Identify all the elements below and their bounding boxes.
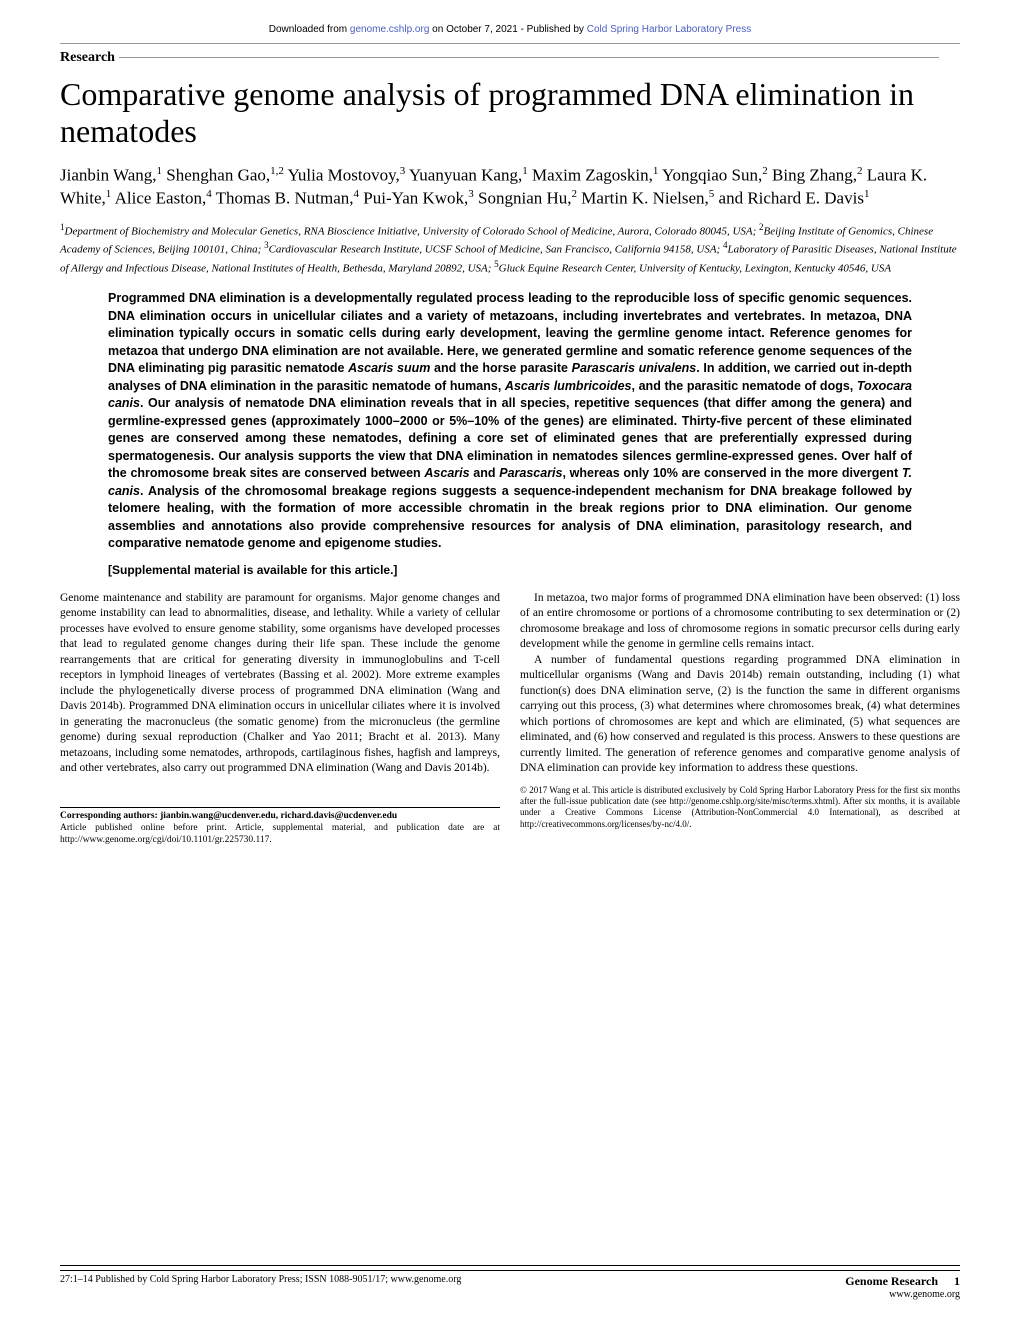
page-number: 1 <box>954 1274 960 1288</box>
footer-left: 27:1–14 Published by Cold Spring Harbor … <box>60 1274 461 1300</box>
abstract: Programmed DNA elimination is a developm… <box>108 290 912 553</box>
section-label: Research <box>60 43 960 66</box>
affiliations: 1Department of Biochemistry and Molecula… <box>60 221 960 277</box>
footer-right: Genome Research 1 www.genome.org <box>845 1274 960 1300</box>
page-footer: 27:1–14 Published by Cold Spring Harbor … <box>60 1270 960 1300</box>
supplemental-note: [Supplemental material is available for … <box>108 563 912 577</box>
body-p3: A number of fundamental questions regard… <box>520 653 960 777</box>
download-bar: Downloaded from genome.cshlp.org on Octo… <box>60 24 960 35</box>
journal-url: www.genome.org <box>889 1289 960 1300</box>
corresponding-block: Corresponding authors: jianbin.wang@ucde… <box>60 807 500 847</box>
author-list: Jianbin Wang,1 Shenghan Gao,1,2 Yulia Mo… <box>60 164 960 211</box>
corresponding-label: Corresponding authors: <box>60 811 160 821</box>
genome-link[interactable]: genome.cshlp.org <box>350 24 430 35</box>
journal-brand: Genome Research <box>845 1274 938 1288</box>
corresponding-emails: jianbin.wang@ucdenver.edu, richard.davis… <box>160 811 397 821</box>
download-mid: on October 7, 2021 - Published by <box>429 24 586 35</box>
article-title: Comparative genome analysis of programme… <box>60 76 960 150</box>
corresponding-note: Article published online before print. A… <box>60 823 500 845</box>
footer-rule <box>60 1265 960 1266</box>
cshl-link[interactable]: Cold Spring Harbor Laboratory Press <box>587 24 752 35</box>
copyright: © 2017 Wang et al. This article is distr… <box>520 785 960 830</box>
body-p2: In metazoa, two major forms of programme… <box>520 591 960 653</box>
body-columns: Genome maintenance and stability are par… <box>60 591 960 847</box>
body-p1: Genome maintenance and stability are par… <box>60 591 500 777</box>
download-prefix: Downloaded from <box>269 24 350 35</box>
